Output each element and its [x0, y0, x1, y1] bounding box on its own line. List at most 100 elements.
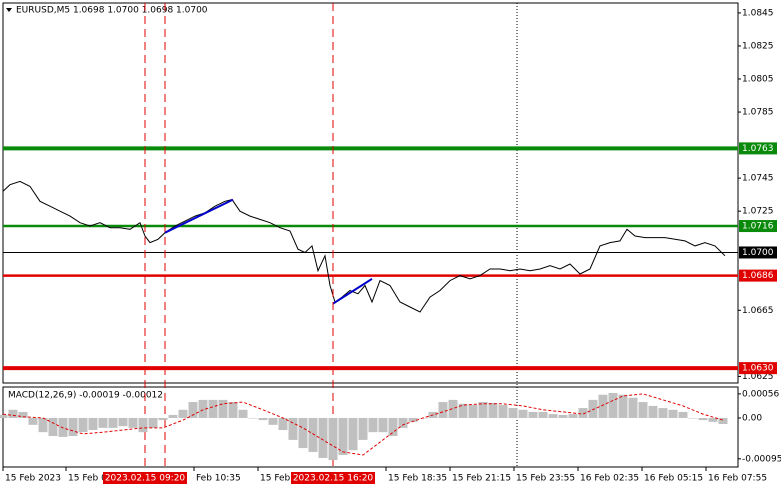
y-tick-label: -0.00095 [742, 454, 781, 464]
y-tick-label: 1.0785 [742, 108, 774, 118]
histogram-bar [188, 402, 198, 418]
trend-line [164, 198, 234, 234]
price-level-tag [739, 362, 777, 375]
histogram-bar [548, 414, 558, 418]
histogram-bar [68, 417, 78, 437]
histogram-bar [698, 417, 708, 421]
menu-arrow[interactable] [6, 8, 12, 12]
histogram-bar [338, 417, 348, 455]
time-marker-tag [103, 472, 187, 484]
y-tick-label: 1.0665 [742, 306, 774, 316]
histogram-bar [648, 405, 658, 418]
y-tick-label: 1.0725 [742, 207, 774, 217]
histogram-bar [238, 409, 248, 418]
histogram-bar [488, 402, 498, 418]
histogram-bar [618, 394, 628, 418]
histogram-bar [268, 417, 278, 425]
histogram-bar [368, 417, 378, 433]
y-tick-label: 1.0805 [742, 75, 774, 85]
histogram-bar [138, 417, 148, 433]
trend-line [332, 278, 373, 305]
histogram-bar [538, 411, 548, 418]
histogram-bar [118, 417, 128, 427]
time-marker-label: 2023.02.15 16:20 [293, 474, 374, 484]
x-tick-label: 15 Feb 2023 [5, 474, 61, 484]
histogram-bar [608, 393, 618, 418]
price-level-label: 1.0630 [742, 364, 774, 374]
y-tick-label: 1.0625 [742, 372, 774, 382]
histogram-bar [598, 394, 608, 418]
price-level-tag [739, 246, 777, 259]
histogram-bar [148, 417, 158, 428]
histogram-bar [528, 411, 538, 418]
x-tick-label: 16 Feb 05:15 [644, 474, 703, 484]
price-level-label: 1.0686 [742, 271, 774, 281]
histogram-bar [8, 409, 18, 418]
histogram-bar [98, 417, 108, 428]
y-tick-label: 1.0745 [742, 174, 774, 184]
histogram-bar [218, 399, 228, 418]
histogram-bar [708, 417, 718, 422]
price-line [2, 180, 726, 313]
x-tick-label: 15 Feb 23:55 [516, 474, 575, 484]
histogram-bar [348, 417, 358, 451]
histogram-bar [38, 417, 48, 433]
histogram-bar [588, 399, 598, 418]
histogram-bar [108, 417, 118, 428]
x-tick-label: Feb 10:35 [196, 474, 241, 484]
price-level-tag [739, 220, 777, 233]
histogram-bar [178, 409, 188, 418]
histogram-bar [198, 399, 208, 418]
chart-title: EURUSD,M5 1.0698 1.0700 1.0698 1.0700 [16, 6, 208, 16]
histogram-bar [438, 402, 448, 418]
histogram-bar [258, 417, 268, 421]
y-tick-label: 1.0845 [742, 8, 774, 18]
histogram-bar [28, 417, 38, 425]
time-marker-label: 2023.02.15 09:20 [105, 474, 186, 484]
histogram-bar [288, 417, 298, 440]
histogram-bar [458, 403, 468, 418]
x-tick-label: 15 Feb 0 [68, 474, 107, 484]
price-level-tag [739, 269, 777, 282]
histogram-bar [688, 417, 698, 419]
histogram-bar [638, 402, 648, 418]
signal-line [2, 393, 724, 456]
price-level-label: 1.0763 [742, 144, 774, 154]
histogram-bar [278, 417, 288, 431]
price-level-tag [739, 142, 777, 155]
histogram-bar [518, 409, 528, 418]
histogram-bar [408, 417, 418, 422]
y-tick-label: 1.0825 [742, 41, 774, 51]
histogram-bar [88, 417, 98, 431]
histogram-bar [678, 411, 688, 418]
x-tick-label: 16 Feb 07:55 [708, 474, 767, 484]
histogram-bar [358, 417, 368, 440]
price-level-label: 1.0716 [742, 222, 774, 232]
histogram-bar [318, 417, 328, 458]
histogram-bar [568, 414, 578, 418]
histogram-bar [468, 405, 478, 418]
histogram-bar [298, 417, 308, 449]
histogram-bar [158, 417, 168, 421]
histogram-bar [448, 399, 458, 418]
price-panel [2, 2, 739, 384]
histogram-bar [718, 417, 728, 424]
histogram-bar [578, 408, 588, 418]
macd-title: MACD(12,26,9) -0.00019 -0.00012 [8, 391, 163, 401]
histogram-bar [78, 417, 88, 433]
y-tick-label: 0.00056 [742, 389, 779, 399]
histogram-bar [498, 405, 508, 418]
histogram-bar [388, 417, 398, 437]
x-tick-label: 15 Feb 21:15 [452, 474, 511, 484]
histogram-bar [508, 408, 518, 418]
histogram-bar [378, 417, 388, 433]
y-tick-label: 0.00 [742, 413, 762, 423]
time-marker-tag [291, 472, 375, 484]
histogram-bar [398, 417, 408, 428]
histogram-bar [0, 414, 8, 418]
histogram-bar [658, 408, 668, 418]
histogram-bar [208, 399, 218, 418]
histogram-bar [328, 417, 338, 461]
histogram-bar [18, 411, 28, 418]
